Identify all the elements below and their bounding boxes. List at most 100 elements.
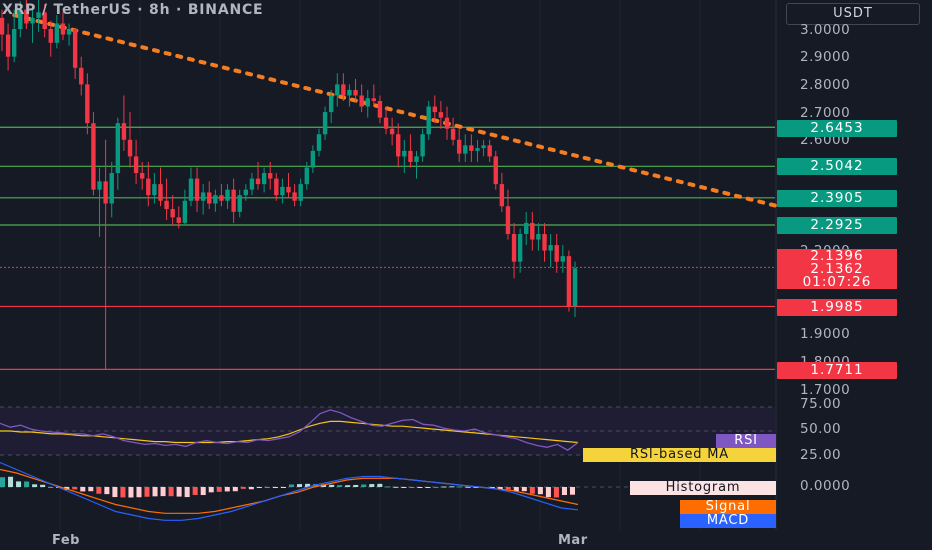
candle-body: [225, 189, 230, 201]
candle-body: [524, 222, 529, 234]
candle-body: [554, 245, 559, 262]
histogram-bar: [329, 484, 335, 487]
macd-legend-label[interactable]: MACD: [680, 514, 776, 528]
candle-body: [152, 184, 157, 196]
histogram-bar: [345, 485, 351, 487]
candle-body: [5, 34, 11, 57]
candle-body: [115, 123, 121, 174]
candle-body: [97, 181, 102, 190]
candle-body: [572, 268, 578, 306]
candle-body: [408, 150, 413, 162]
candle-body: [66, 29, 72, 35]
candle-body: [140, 173, 145, 179]
candle-body: [85, 84, 90, 124]
histogram-bar: [104, 487, 110, 495]
histogram-bar: [96, 487, 102, 494]
level-tag-green[interactable]: 2.2925: [777, 217, 897, 234]
candle-body: [377, 101, 383, 118]
candle-body: [426, 106, 431, 135]
candle-body: [231, 189, 236, 212]
histogram-bar: [112, 487, 118, 498]
candle-body: [42, 12, 47, 29]
histogram-bar: [529, 487, 535, 494]
histogram-bar: [88, 487, 94, 492]
candle-body: [402, 150, 407, 157]
candle-body: [530, 222, 535, 240]
candle-body: [146, 178, 151, 196]
rsi-line: [0, 409, 579, 451]
histogram-bar: [208, 487, 214, 493]
price-tick: 3.0000: [800, 22, 851, 38]
histogram-bar: [409, 487, 415, 488]
candle-body: [456, 139, 462, 154]
candle-body: [432, 106, 437, 113]
histogram-bar: [16, 481, 22, 487]
currency-button[interactable]: USDT: [786, 3, 920, 25]
candle-body: [292, 192, 297, 201]
signal-legend-label[interactable]: Signal: [680, 500, 776, 514]
histogram-bar: [361, 484, 367, 487]
candle-body: [469, 145, 474, 151]
candle-body: [444, 117, 450, 129]
candle-body: [249, 178, 255, 190]
level-tag-green[interactable]: 2.6453: [777, 120, 897, 137]
histogram-bar: [417, 487, 423, 488]
histogram-bar: [272, 487, 278, 488]
candle-body: [60, 23, 66, 35]
candle-body: [280, 186, 285, 196]
level-tag-red[interactable]: 1.9985: [777, 299, 897, 316]
candle-body: [200, 192, 206, 201]
rsi-legend-label[interactable]: RSI: [716, 434, 776, 448]
candle-body: [347, 89, 352, 96]
level-tag-green[interactable]: 2.5042: [777, 158, 897, 175]
histogram-bar: [337, 485, 343, 487]
candle-body: [194, 178, 200, 201]
histogram-bar: [297, 484, 303, 487]
candle-body: [475, 148, 480, 151]
histogram-bar: [160, 487, 166, 497]
histogram-bar: [537, 487, 543, 495]
histogram-bar: [224, 487, 230, 492]
current-price-badge[interactable]: 2.1396 2.1362 01:07:26: [777, 249, 897, 289]
candle-body: [11, 29, 17, 57]
histogram-bar: [289, 484, 295, 487]
candle-body: [72, 29, 78, 68]
candle-body: [176, 217, 181, 223]
candle-body: [286, 186, 291, 193]
candle-body: [383, 117, 389, 129]
histogram-bar: [176, 487, 182, 497]
candle-body: [30, 17, 35, 24]
last-price-value: 2.1362: [810, 261, 864, 277]
histogram-bar: [489, 487, 495, 488]
candle-body: [548, 245, 553, 251]
level-tag-green[interactable]: 2.3905: [777, 190, 897, 207]
candle-body: [542, 233, 547, 251]
rsi-ma-legend-label[interactable]: RSI-based MA: [583, 448, 776, 462]
candle-body: [389, 128, 395, 135]
candle-body: [18, 9, 23, 29]
candle-body: [335, 84, 340, 96]
rsi-tick: 25.00: [800, 447, 842, 463]
candle-body: [109, 173, 114, 204]
histogram-bar: [216, 487, 222, 492]
candle-body: [304, 167, 309, 185]
candle-body: [274, 178, 279, 196]
histogram-bar: [457, 486, 463, 488]
candle-body: [359, 95, 364, 107]
price-tick: 1.9000: [800, 326, 851, 342]
level-tag-red[interactable]: 1.7711: [777, 362, 897, 379]
symbol-title[interactable]: XRP / TetherUS · 8h · BINANCE: [2, 2, 264, 18]
candle-body: [121, 123, 127, 140]
candle-body: [365, 98, 370, 107]
candle-body: [182, 200, 188, 223]
candle-body: [79, 67, 84, 85]
candle-body: [0, 17, 5, 35]
histogram-bar: [505, 487, 511, 490]
candle-body: [420, 134, 425, 157]
candle-body: [310, 150, 316, 168]
histogram-legend-label[interactable]: Histogram: [630, 481, 776, 495]
histogram-bar: [168, 487, 174, 497]
histogram-bar: [401, 487, 407, 488]
